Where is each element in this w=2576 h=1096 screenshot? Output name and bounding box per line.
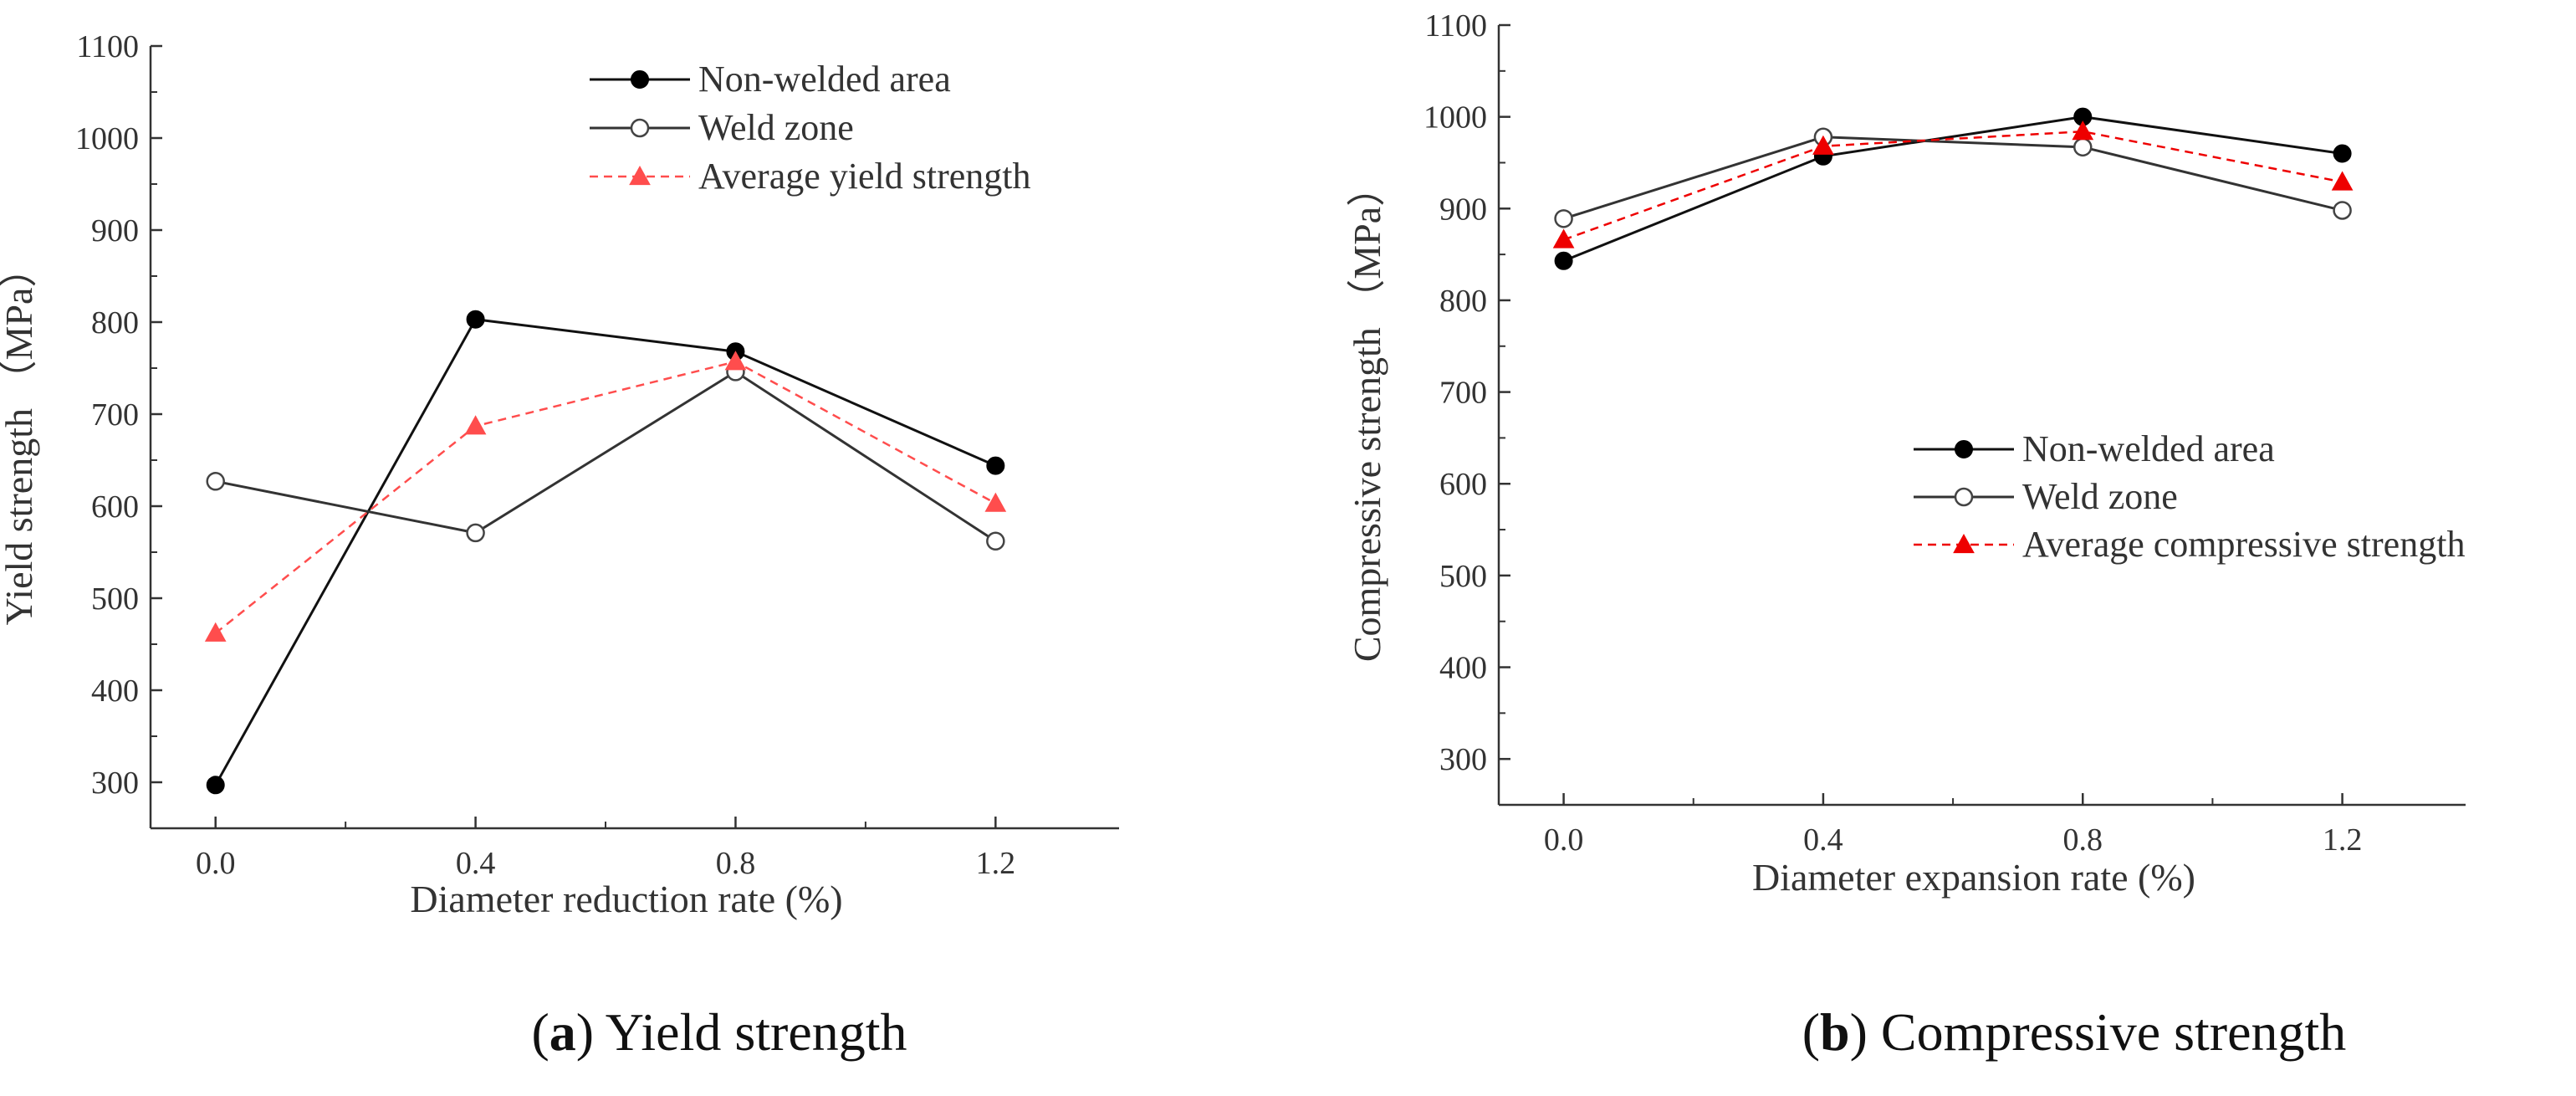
y-tick-label: 500 xyxy=(1439,559,1487,594)
data-point xyxy=(1812,135,1834,155)
data-point xyxy=(1554,251,1573,270)
y-tick-label: 1000 xyxy=(1423,100,1487,136)
y-tick-label: 900 xyxy=(1439,192,1487,227)
y-tick-label: 1000 xyxy=(75,121,139,156)
x-tick-label: 0.0 xyxy=(1544,822,1584,858)
legend-label: Weld zone xyxy=(2022,476,2178,517)
series-line xyxy=(214,318,996,786)
figure-caption: (b) Compressive strength xyxy=(1802,1002,2347,1062)
caption-text: Compressive strength xyxy=(1881,1002,2346,1062)
caption-paren-open: ( xyxy=(1802,1002,1820,1062)
data-point xyxy=(2073,137,2093,157)
data-point xyxy=(2072,120,2094,141)
data-point xyxy=(466,523,485,543)
legend: Non-welded area Weld zone Average compress… xyxy=(1914,428,2465,565)
series-line xyxy=(1563,115,2343,263)
y-tick-label: 600 xyxy=(1439,467,1487,502)
y-tick-label: 800 xyxy=(91,305,139,341)
series-line xyxy=(1563,136,2343,220)
x-axis-title: Diameter expansion rate (%) xyxy=(1752,856,2195,899)
x-tick-label: 0.0 xyxy=(196,846,236,881)
caption-letter: a xyxy=(549,1002,576,1062)
y-tick-label: 400 xyxy=(91,673,139,709)
legend-label: Non-welded area xyxy=(2022,428,2275,469)
data-point xyxy=(2333,144,2352,163)
legend-marker xyxy=(1955,440,1973,458)
x-axis-title: Diameter reduction rate (%) xyxy=(410,878,842,920)
y-tick-label: 400 xyxy=(1439,651,1487,686)
data-point xyxy=(2333,201,2352,220)
caption-text: Yield strength xyxy=(606,1002,907,1062)
x-tick-label: 0.8 xyxy=(716,846,756,881)
legend-marker xyxy=(629,165,651,186)
legend-marker xyxy=(631,70,649,89)
series-line xyxy=(215,370,997,543)
y-tick-label: 1100 xyxy=(1424,8,1487,44)
series-line xyxy=(214,360,996,634)
caption-letter: b xyxy=(1820,1002,1850,1062)
x-tick-label: 1.2 xyxy=(976,846,1016,881)
y-tick-label: 500 xyxy=(91,581,139,617)
legend-label: Average compressive strength xyxy=(2022,524,2465,565)
x-tick-label: 0.8 xyxy=(2063,822,2103,858)
series-line xyxy=(1563,130,2343,241)
data-point xyxy=(1552,228,1575,248)
data-point xyxy=(206,776,225,795)
y-tick-label: 1100 xyxy=(76,29,139,64)
legend: Non-welded area Weld zone Average yield st… xyxy=(590,59,1030,197)
y-tick-label: 600 xyxy=(91,489,139,525)
y-axis-title: Yield strength （MPa） xyxy=(0,249,40,626)
x-tick-label: 0.4 xyxy=(1803,822,1843,858)
series-3 xyxy=(1552,120,2354,248)
y-tick-label: 700 xyxy=(91,397,139,433)
x-tick-label: 1.2 xyxy=(2323,822,2363,858)
legend-marker xyxy=(1953,533,1975,554)
data-point xyxy=(724,351,747,371)
chart-panel-b: 300 400 500 600 700 800 900 1000 1100 0.0 0.4 0.8 1.… xyxy=(1346,8,2466,1062)
legend-label: Average yield strength xyxy=(698,156,1030,197)
figure-caption: (a) Yield strength xyxy=(531,1002,907,1062)
legend-marker xyxy=(1954,487,1974,507)
chart-panel-a: 300 400 500 600 700 800 900 1000 1100 0.0 0.4 0.8 1.… xyxy=(0,29,1119,1062)
data-point xyxy=(206,472,225,491)
y-tick-label: 800 xyxy=(1439,284,1487,319)
y-tick-label: 700 xyxy=(1439,376,1487,411)
data-point xyxy=(1554,209,1573,228)
y-axis-title: Compressive strength （MPa） xyxy=(1346,168,1388,662)
caption-paren-close: ) xyxy=(576,1002,606,1062)
series-1 xyxy=(1554,107,2352,270)
series-2 xyxy=(206,362,1005,551)
data-point xyxy=(986,531,1005,551)
caption-paren-close: ) xyxy=(1850,1002,1881,1062)
data-point xyxy=(204,622,227,642)
legend-marker xyxy=(630,118,650,138)
data-point xyxy=(466,310,485,329)
data-point xyxy=(464,415,487,435)
x-tick-label: 0.4 xyxy=(456,846,496,881)
data-point xyxy=(2331,171,2354,191)
data-point xyxy=(984,492,1007,512)
y-tick-label: 900 xyxy=(91,213,139,248)
legend-label: Non-welded area xyxy=(698,59,951,100)
series-2 xyxy=(1554,127,2352,228)
data-point xyxy=(986,456,1005,475)
series-3 xyxy=(204,351,1007,642)
y-tick-label: 300 xyxy=(1439,742,1487,777)
caption-paren-open: ( xyxy=(531,1002,549,1062)
series-1 xyxy=(206,310,1005,795)
legend-label: Weld zone xyxy=(698,107,854,148)
y-tick-label: 300 xyxy=(91,766,139,801)
